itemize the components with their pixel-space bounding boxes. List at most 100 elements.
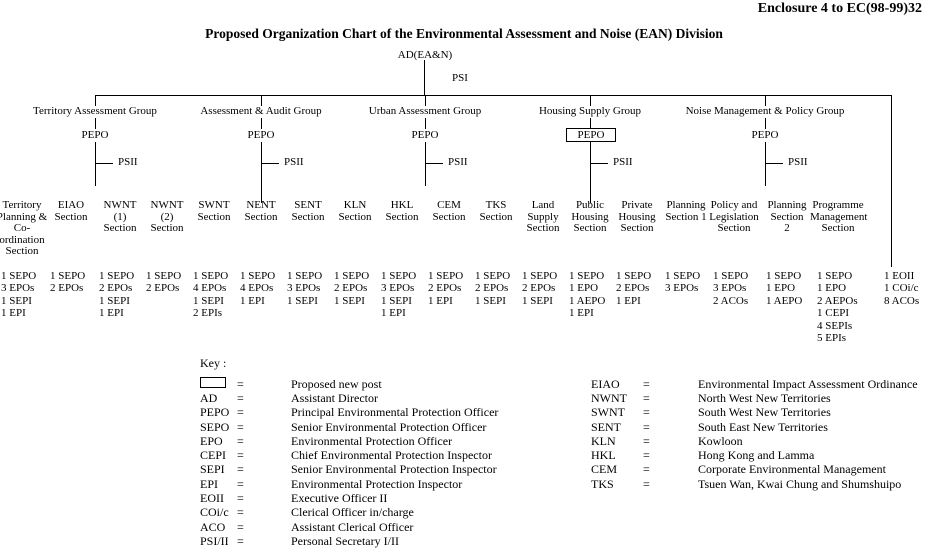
section-label: Policy and Legislation Section [709, 199, 759, 235]
group-urban-name: Urban Assessment Group [368, 105, 482, 117]
section-label: SWNT Section [197, 199, 231, 223]
group-audit-secretary: PSII [284, 156, 304, 168]
connector-line [591, 163, 608, 164]
key-abbr: AD [200, 390, 218, 405]
staff-list: 1 SEPO 3 EPOs [665, 270, 701, 295]
key-equals: = [643, 448, 650, 463]
proposed-new-post-symbol [200, 377, 237, 391]
staff-list: 1 SEPO 3 EPOs 1 SEPI 1 EPI [381, 270, 417, 320]
key-abbr: SEPO [200, 419, 230, 434]
key-row: KLN = Kowloon [591, 434, 928, 448]
section-label: Territory Planning & Co- ordination Sect… [0, 199, 48, 258]
group-territory-head: PEPO [81, 129, 109, 141]
key-desc: Principal Environmental Protection Offic… [291, 405, 499, 420]
key-desc: Environmental Protection Officer [291, 433, 453, 448]
key-equals: = [237, 476, 244, 491]
key-equals: = [237, 419, 244, 434]
key-desc: Tsuen Wan, Kwai Chung and Shumshuipo [698, 476, 902, 491]
key-desc: South West New Territories [698, 405, 831, 420]
key-row: PSI/II = Personal Secretary I/II [200, 534, 540, 548]
key-abbr: KLN [591, 433, 616, 448]
key-abbr: SENT [591, 419, 621, 434]
group-urban-head: PEPO [411, 129, 439, 141]
key-equals: = [237, 505, 244, 520]
group-housing-name: Housing Supply Group [538, 105, 642, 117]
group-housing-head-proposed: PEPO [566, 128, 616, 142]
connector-line [262, 163, 279, 164]
psi-label: PSI [452, 72, 468, 84]
section-label: NWNT (1) Section [103, 199, 137, 235]
group-territory-secretary: PSII [118, 156, 138, 168]
connector-line [590, 142, 591, 203]
staff-list: 1 SEPO 2 EPOs 1 SEPI [522, 270, 558, 307]
key-desc: Senior Environmental Protection Inspecto… [291, 462, 497, 477]
key-row: PEPO = Principal Environmental Protectio… [200, 406, 540, 420]
key-abbr: CEPI [200, 448, 227, 463]
section-label: CEM Section [432, 199, 466, 223]
staff-list: 1 SEPO 2 EPOs 1 EPI [616, 270, 652, 307]
key-abbr: SWNT [591, 405, 625, 420]
connector-line [766, 163, 783, 164]
key-row: AD = Assistant Director [200, 391, 540, 405]
group-noise-name: Noise Management & Policy Group [685, 105, 845, 117]
section-label: SENT Section [291, 199, 325, 223]
staff-list: 1 SEPO 1 EPO 1 AEPO 1 EPI [569, 270, 606, 320]
connector-line [96, 163, 113, 164]
section-label: TKS Section [479, 199, 513, 223]
key-row: COi/c = Clerical Officer in/charge [200, 506, 540, 520]
staff-list: 1 SEPO 2 EPOs 1 SEPI 1 EPI [99, 270, 135, 320]
key-abbr: CEM [591, 462, 618, 477]
key-abbr: TKS [591, 476, 614, 491]
key-desc: Personal Secretary I/II [291, 533, 399, 548]
key-row: ACO = Assistant Clerical Officer [200, 520, 540, 534]
connector-line [261, 142, 262, 203]
key-desc: Clerical Officer in/charge [291, 505, 414, 520]
key-equals: = [643, 390, 650, 405]
key-row: EOII = Executive Officer II [200, 491, 540, 505]
staff-list: 1 SEPO 4 EPOs 1 SEPI 2 EPIs [193, 270, 229, 320]
section-label: Planning Section 2 [767, 199, 807, 235]
connector-line [261, 96, 262, 106]
connector-line [590, 96, 591, 106]
key-row: SWNT = South West New Territories [591, 406, 928, 420]
key-row: SENT = South East New Territories [591, 420, 928, 434]
staff-list: 1 SEPO 2 EPOs 1 SEPI [334, 270, 370, 307]
connector-line [95, 96, 96, 106]
key-row: HKL = Hong Kong and Lamma [591, 448, 928, 462]
key-abbr: ACO [200, 519, 226, 534]
section-label: NWNT (2) Section [150, 199, 184, 235]
group-noise-secretary: PSII [788, 156, 808, 168]
key-equals: = [643, 462, 650, 477]
key-abbr: NWNT [591, 390, 627, 405]
key-desc: Environmental Protection Inspector [291, 476, 463, 491]
staff-list: 1 SEPO 3 EPOs 1 SEPI 1 EPI [1, 270, 37, 320]
key-desc: Kowloon [698, 433, 743, 448]
connector-line [765, 118, 766, 129]
connector-line [590, 118, 591, 128]
connector-line [95, 118, 96, 129]
key-row: SEPI = Senior Environmental Protection I… [200, 463, 540, 477]
staff-list: 1 SEPO 3 EPOs 2 ACOs [713, 270, 749, 307]
key-equals: = [237, 376, 244, 391]
key-right-column: EIAO = Environmental Impact Assessment O… [591, 377, 928, 491]
key-equals: = [643, 476, 650, 491]
page-title: Proposed Organization Chart of the Envir… [205, 26, 723, 41]
staff-list: 1 SEPO 2 EPOs 1 EPI [428, 270, 464, 307]
connector-line [426, 163, 443, 164]
section-label: Programme Management Section [810, 199, 868, 235]
section-label: Planning Section 1 [665, 199, 707, 223]
staff-list: 1 SEPO 3 EPOs 1 SEPI [287, 270, 323, 307]
key-abbr: SEPI [200, 462, 225, 477]
staff-list: 1 SEPO 2 EPOs 1 SEPI [475, 270, 511, 307]
key-row: NWNT = North West New Territories [591, 391, 928, 405]
staff-list: 1 SEPO 2 EPOs [146, 270, 182, 295]
section-label: Private Housing Section [618, 199, 656, 235]
key-row: SEPO = Senior Environmental Protection O… [200, 420, 540, 434]
connector-line [261, 118, 262, 129]
staff-list: 1 SEPO 2 EPOs [50, 270, 86, 295]
group-territory-name: Territory Assessment Group [33, 105, 157, 117]
key-abbr: EPO [200, 433, 223, 448]
section-label: EIAO Section [54, 199, 88, 223]
key-equals: = [643, 419, 650, 434]
